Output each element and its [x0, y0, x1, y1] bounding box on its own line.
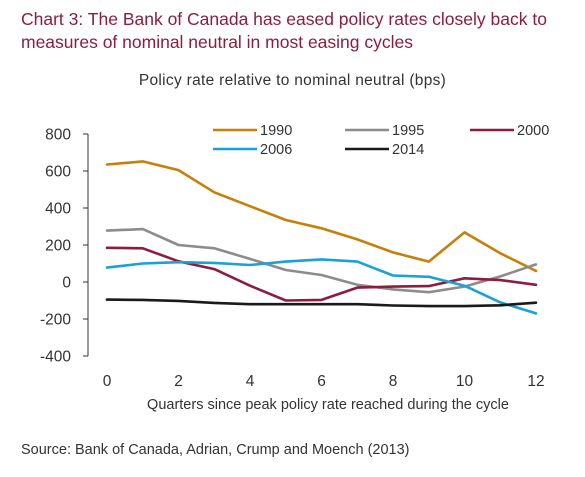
- legend-label-2006: 2006: [260, 142, 292, 158]
- series-line-2006: [105, 258, 538, 315]
- y-tick-label: 800: [45, 127, 71, 144]
- legend-label-2014: 2014: [392, 142, 424, 158]
- chart-subtitle: Policy rate relative to nominal neutral …: [138, 72, 447, 89]
- chart-title: Chart 3: The Bank of Canada has eased po…: [21, 9, 547, 52]
- x-axis: 0 2 4 6 8 10 12: [103, 373, 545, 390]
- y-tick-label: 0: [62, 275, 71, 292]
- y-tick-label: 400: [45, 201, 71, 218]
- series-line-2014: [105, 298, 538, 308]
- x-axis-title: Quarters since peak policy rate reached …: [147, 397, 509, 413]
- y-tick-label: -200: [40, 312, 71, 329]
- legend-label-1990: 1990: [260, 123, 292, 139]
- legend: 1990 1995 2000 2006 2014: [213, 123, 549, 158]
- x-tick-label: 2: [174, 373, 183, 390]
- x-tick-label: 6: [317, 373, 326, 390]
- y-tick-label: -400: [40, 349, 71, 366]
- x-tick-label: 12: [527, 373, 544, 390]
- legend-label-2000: 2000: [517, 123, 549, 139]
- x-tick-label: 0: [103, 373, 112, 390]
- series-lines: [105, 160, 538, 315]
- y-axis: -400 -200 0 200 400 600 800: [40, 127, 89, 366]
- source-note: Source: Bank of Canada, Adrian, Crump an…: [21, 442, 410, 458]
- x-tick-label: 10: [456, 373, 474, 390]
- y-tick-label: 600: [45, 164, 71, 181]
- x-tick-label: 4: [246, 373, 255, 390]
- x-tick-label: 8: [389, 373, 398, 390]
- y-tick-label: 200: [45, 238, 71, 255]
- series-line-1990: [105, 160, 538, 273]
- legend-label-1995: 1995: [392, 123, 424, 139]
